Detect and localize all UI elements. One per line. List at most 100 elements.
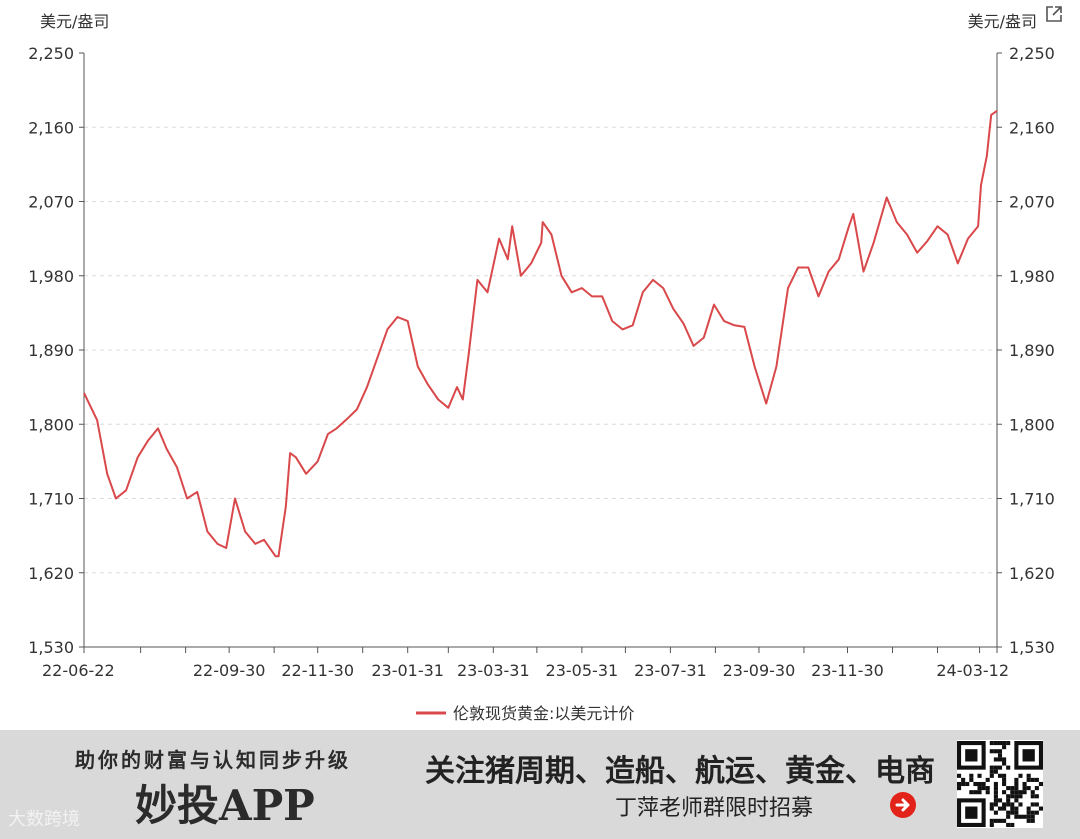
qr-module: [989, 769, 994, 774]
qr-module: [993, 790, 998, 795]
qr-module: [1006, 822, 1011, 827]
qr-module: [1002, 773, 1007, 778]
qr-module: [1018, 773, 1023, 778]
qr-module: [1010, 822, 1015, 827]
qr-module: [1014, 777, 1019, 782]
qr-module: [961, 781, 966, 787]
qr-module: [1018, 802, 1023, 807]
x-ticks: 22-06-22 22-09-30 22-11-30 23-01-31 23-03-31…: [42, 661, 1009, 680]
qr-module: [1002, 818, 1007, 823]
qr-module: [1026, 814, 1031, 819]
qr-module: [985, 790, 990, 795]
qr-module: [1030, 790, 1035, 795]
qr-module: [985, 786, 990, 791]
qr-module: [973, 781, 978, 787]
qr-module: [1006, 810, 1011, 815]
qr-module: [997, 818, 1003, 823]
qr-module: [989, 741, 994, 746]
x-tick-label: 23-09-30: [723, 661, 796, 680]
arrow-right-icon[interactable]: [890, 792, 916, 818]
qr-module: [989, 749, 994, 754]
qr-module: [989, 806, 994, 811]
qr-module: [989, 765, 994, 770]
qr-module: [1006, 798, 1011, 803]
qr-module: [1026, 810, 1031, 815]
qr-module: [1038, 781, 1043, 787]
qr-module: [1034, 810, 1039, 815]
qr-module: [969, 790, 974, 795]
qr-module: [965, 749, 978, 762]
qr-module: [977, 790, 982, 795]
x-tick-label: 23-01-31: [371, 661, 444, 680]
qr-module: [1014, 810, 1019, 815]
export-icon[interactable]: [1044, 4, 1064, 24]
qr-module: [1034, 786, 1039, 791]
qr-module: [993, 798, 998, 803]
y-tick-label-right: 2,070: [1009, 193, 1055, 212]
y-tick-label-right: 1,800: [1009, 415, 1055, 434]
qr-module: [1018, 814, 1023, 819]
y-tick-label-left: 2,070: [28, 193, 74, 212]
qr-module: [1026, 786, 1031, 791]
qr-module: [1030, 777, 1035, 782]
legend-label: 伦敦现货黄金:以美元计价: [453, 704, 634, 723]
qr-module: [985, 777, 990, 782]
qr-module: [1014, 814, 1019, 819]
qr-module: [977, 781, 982, 787]
qr-module: [993, 749, 998, 754]
qr-module: [1014, 794, 1019, 799]
x-tick-label: 23-11-30: [811, 661, 884, 680]
qr-module: [961, 777, 966, 782]
promo-banner[interactable]: 助你的财富与认知同步升级 妙投APP 大数跨境 关注猪周期、造船、航运、黄金、电…: [0, 730, 1080, 839]
y-tick-label-right: 2,250: [1009, 44, 1055, 63]
x-tick-label: 22-09-30: [193, 661, 266, 680]
app-name-logo: 妙投APP: [135, 781, 315, 830]
qr-module: [997, 753, 1003, 758]
right-unit-label: 美元/盎司: [968, 12, 1037, 31]
qr-module: [993, 757, 998, 762]
series-layer: [83, 109, 998, 558]
banner-tagline: 助你的财富与认知同步升级: [75, 748, 351, 772]
qr-module: [1018, 790, 1023, 795]
line-chart: 美元/盎司 美元/盎司 2,250 2,160 2,070 1,980 1,890 1,8…: [28, 12, 1055, 723]
qr-module: [1034, 794, 1039, 799]
y-tick-label-right: 1,890: [1009, 341, 1055, 360]
grid-lines: [84, 126, 997, 574]
qr-module: [1022, 781, 1027, 787]
qr-module: [1014, 798, 1019, 803]
qr-module: [1010, 806, 1015, 811]
y-tick-label-right: 1,710: [1009, 490, 1055, 509]
y-tick-label-right: 2,160: [1009, 118, 1055, 137]
y-tick-label-left: 2,250: [28, 44, 74, 63]
qr-module: [993, 765, 998, 770]
qr-module: [1030, 814, 1035, 819]
qr-module: [981, 781, 986, 787]
qr-module: [1010, 802, 1015, 807]
qr-module: [997, 757, 1003, 762]
qr-module: [1034, 802, 1039, 807]
qr-module: [1010, 786, 1015, 791]
qr-module: [1006, 765, 1011, 770]
qr-module: [1014, 790, 1019, 795]
qr-module: [993, 781, 998, 787]
qr-module: [1010, 794, 1015, 799]
axes: [79, 52, 1002, 653]
legend[interactable]: 伦敦现货黄金:以美元计价: [416, 704, 634, 723]
qr-module: [981, 786, 986, 791]
y-tick-label-right: 1,980: [1009, 267, 1055, 286]
qr-module: [965, 781, 970, 787]
qr-module: [1026, 806, 1031, 811]
y-tick-label-left: 1,530: [28, 638, 74, 657]
qr-module: [993, 769, 998, 774]
qr-module: [993, 786, 998, 791]
qr-module: [997, 765, 1003, 770]
qr-module: [1006, 794, 1011, 799]
x-tick-label: 24-03-12: [936, 661, 1009, 680]
y-tick-label-left: 1,710: [28, 490, 74, 509]
recruit-link-text[interactable]: 丁萍老师群限时招募: [615, 796, 814, 821]
qr-module: [1002, 790, 1007, 795]
qr-module: [993, 818, 998, 823]
qr-module: [1026, 777, 1031, 782]
qr-module: [977, 773, 982, 778]
banner-headline: 关注猪周期、造船、航运、黄金、电商: [425, 754, 935, 789]
